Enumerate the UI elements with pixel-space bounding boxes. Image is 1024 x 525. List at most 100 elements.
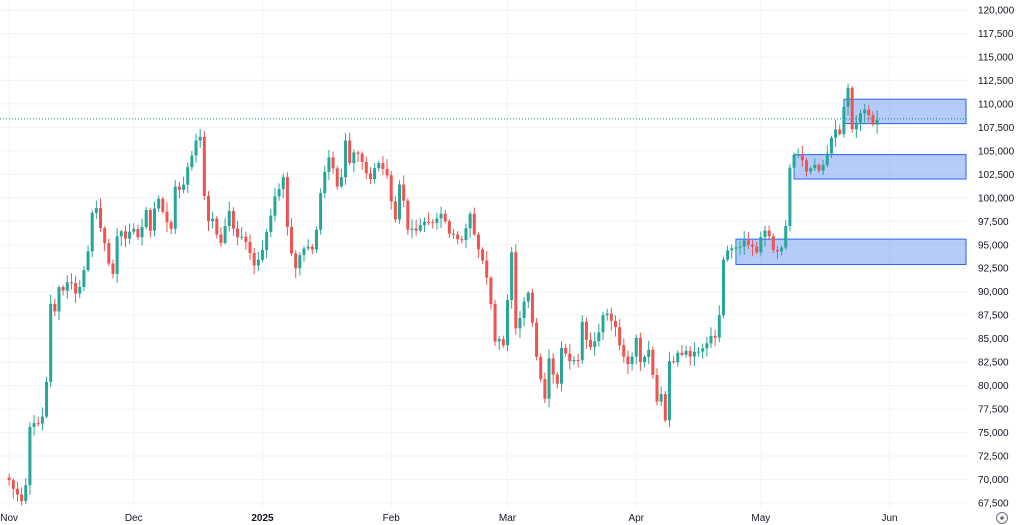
candle	[481, 247, 485, 265]
candle	[746, 232, 750, 249]
candle	[182, 176, 186, 194]
candle	[223, 218, 227, 245]
candle	[863, 103, 867, 123]
candle	[111, 259, 115, 279]
candle	[539, 353, 543, 383]
candle	[86, 245, 90, 273]
settings-circle-icon[interactable]	[996, 512, 1008, 524]
candle	[854, 115, 858, 138]
candle	[198, 128, 202, 148]
candle	[319, 188, 323, 235]
candle	[439, 206, 443, 228]
candle	[335, 166, 339, 190]
candle	[522, 296, 526, 327]
candle	[572, 356, 576, 366]
candle	[385, 159, 389, 179]
candle	[65, 275, 69, 299]
candle	[402, 175, 406, 208]
candle	[215, 215, 219, 239]
candle	[643, 355, 647, 368]
candle	[468, 211, 472, 238]
candle	[236, 220, 240, 246]
candle	[775, 246, 779, 259]
candle	[148, 207, 152, 238]
candle	[672, 356, 676, 364]
candle	[74, 275, 78, 303]
candle	[256, 251, 260, 272]
y-tick-label: 80,000	[978, 381, 1009, 392]
y-tick-label: 72,500	[978, 452, 1009, 463]
candle	[265, 228, 269, 259]
candle	[381, 156, 385, 176]
candle	[377, 160, 381, 172]
candle	[269, 208, 273, 238]
candle	[514, 244, 518, 335]
candle	[659, 386, 663, 407]
candle	[684, 345, 688, 358]
candle	[510, 246, 514, 309]
candle	[460, 235, 464, 244]
candle	[15, 481, 19, 502]
x-axis[interactable]: Nov Dec 2025 Feb Mar Apr May Jun	[0, 513, 897, 524]
candle	[57, 285, 61, 321]
x-tick-label: Apr	[628, 513, 644, 524]
y-axis[interactable]: 67,500 70,000 72,500 75,000 77,500 80,000 82,5…	[978, 6, 1015, 510]
candle	[796, 148, 800, 159]
x-tick-label: 2025	[251, 513, 274, 524]
candle	[551, 352, 555, 384]
candle	[194, 133, 198, 163]
candle	[69, 273, 73, 290]
candle	[613, 315, 617, 337]
candle	[667, 351, 671, 428]
candle	[348, 132, 352, 166]
candle	[414, 219, 418, 236]
candle	[555, 372, 559, 389]
candle	[584, 317, 588, 349]
candle	[875, 110, 879, 134]
candle	[368, 167, 372, 185]
candle	[817, 163, 821, 174]
candle	[850, 86, 854, 133]
candle	[32, 415, 36, 436]
candle	[45, 376, 49, 419]
candle	[506, 294, 509, 351]
candle	[493, 299, 497, 346]
candle	[410, 219, 414, 239]
candle	[115, 228, 119, 283]
y-tick-label: 92,500	[978, 264, 1009, 275]
candle	[157, 195, 161, 212]
candle	[252, 247, 256, 275]
y-tick-label: 120,000	[978, 6, 1015, 17]
candle	[107, 238, 111, 267]
candle	[838, 124, 842, 136]
candle	[310, 243, 314, 255]
candle	[173, 180, 177, 235]
candle	[339, 168, 343, 189]
candle	[119, 229, 123, 247]
candle	[717, 305, 721, 343]
candle	[726, 245, 730, 262]
candle	[290, 218, 294, 256]
candle	[738, 240, 742, 256]
candle	[40, 407, 44, 431]
candle	[169, 219, 173, 235]
y-tick-label: 75,000	[978, 428, 1009, 439]
candle	[622, 338, 626, 363]
candle	[277, 183, 281, 201]
x-tick-label: May	[751, 513, 770, 524]
candle	[800, 145, 804, 167]
candle	[809, 166, 813, 175]
y-tick-label: 105,000	[978, 146, 1015, 157]
candle	[53, 298, 57, 317]
zone-box	[843, 98, 967, 125]
candle	[443, 209, 447, 224]
candle	[564, 344, 568, 357]
candle	[713, 329, 717, 346]
candle	[248, 234, 252, 261]
candle	[476, 232, 480, 259]
candle	[605, 308, 609, 321]
candle	[273, 188, 277, 222]
candle	[61, 284, 65, 296]
zone-box	[735, 238, 967, 265]
